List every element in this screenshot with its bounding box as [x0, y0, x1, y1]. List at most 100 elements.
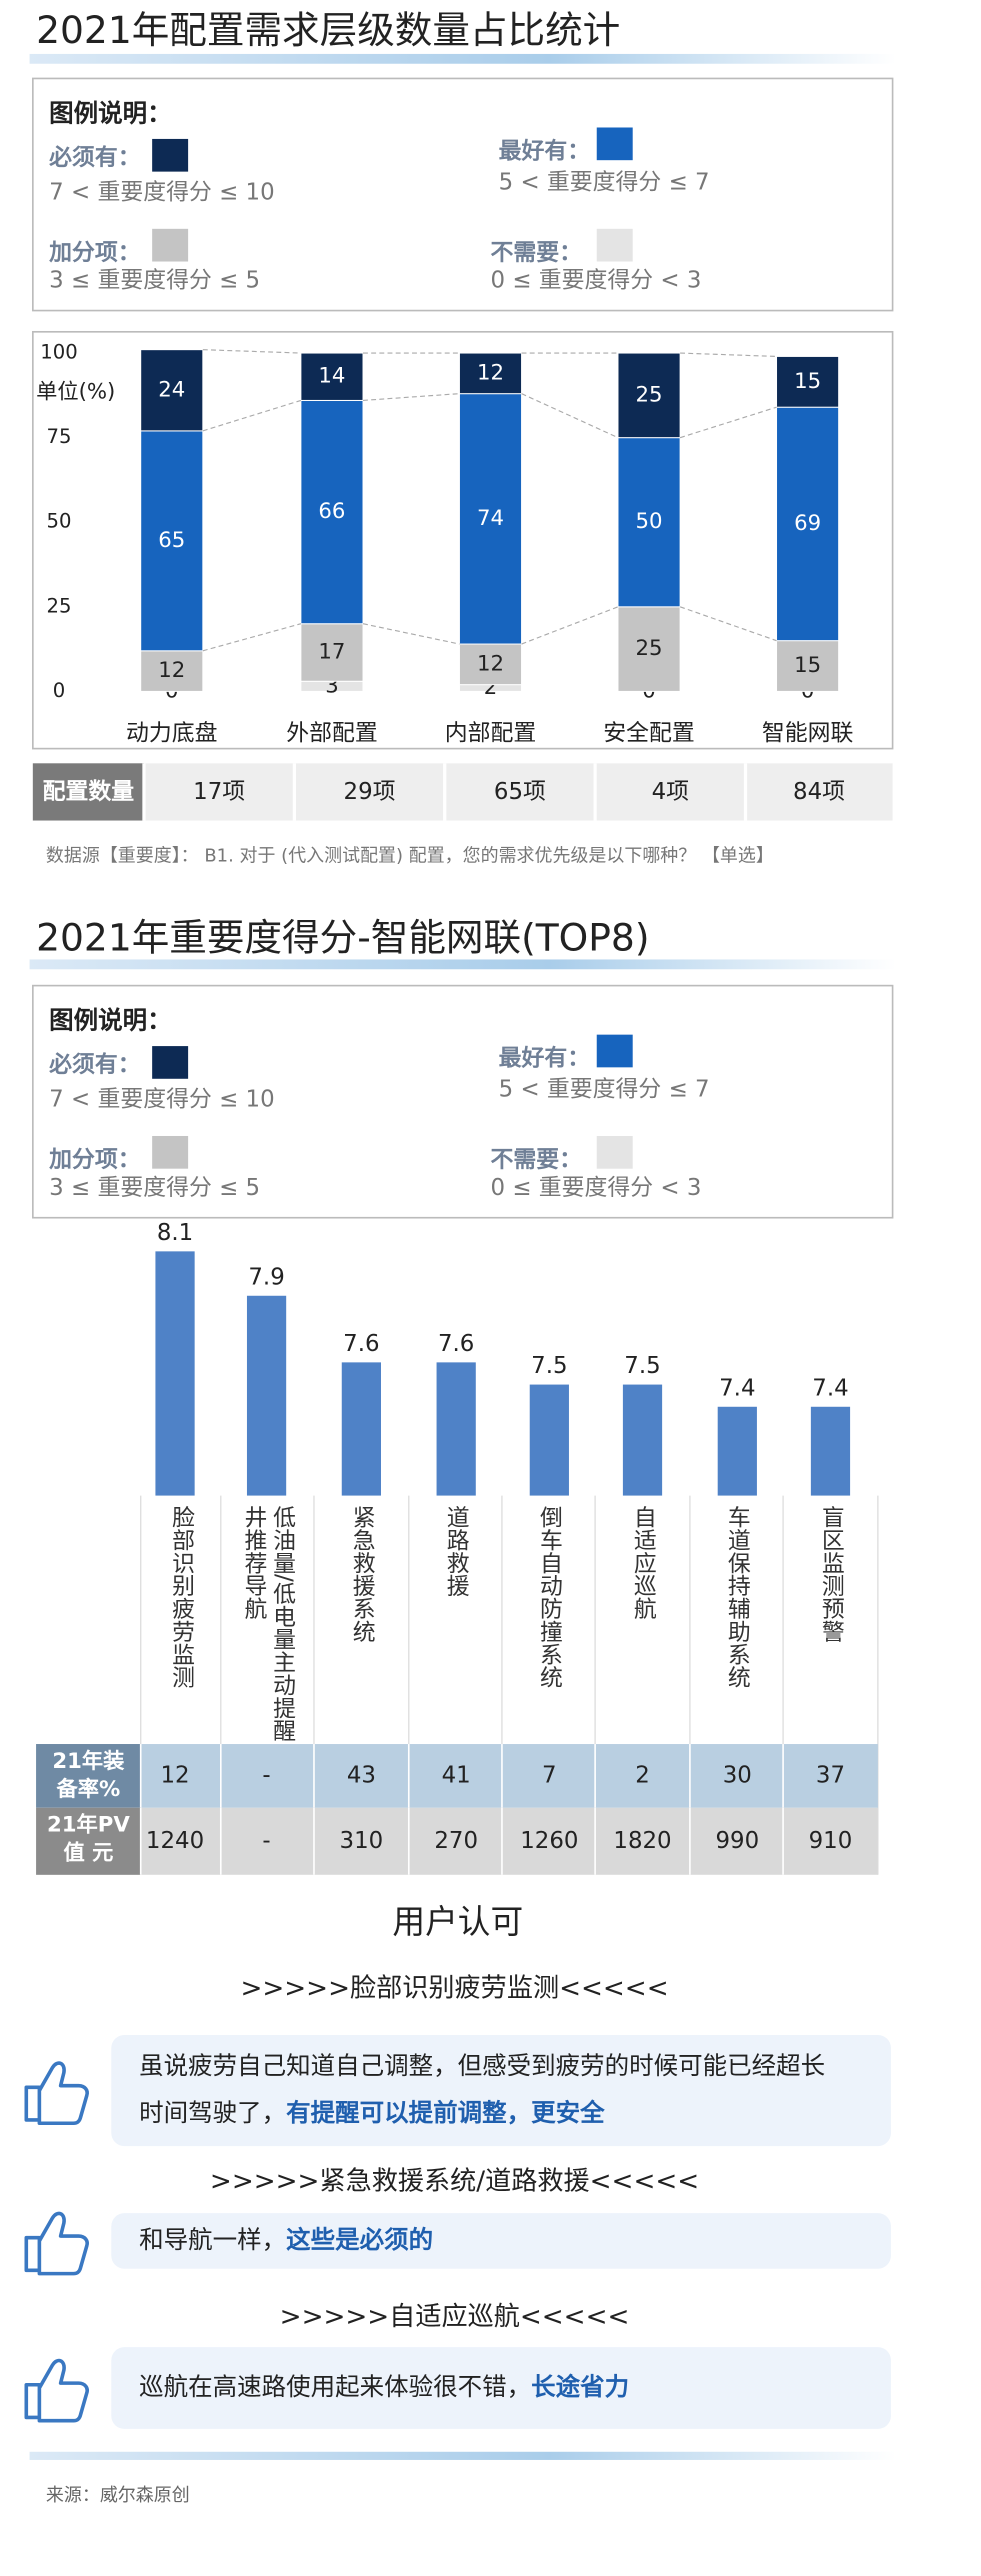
table-bg — [32, 763, 893, 821]
x-tick-label-box: 紧急救援系统 — [314, 1505, 409, 1744]
value-label: 7.9 — [248, 1264, 284, 1290]
connector — [202, 399, 302, 432]
table-header-cell — [32, 763, 144, 821]
x-tick-label: 倒车自动防撞系统 — [536, 1505, 563, 1689]
value-label: 15 — [794, 653, 821, 678]
x-tick-label: 内部配置 — [445, 720, 537, 746]
bar — [622, 1384, 663, 1496]
x-tick-label: 车道保持辅助系统 — [724, 1505, 751, 1689]
legend-label: 加分项： — [48, 1147, 141, 1173]
bar — [341, 1362, 381, 1496]
legend-swatch — [596, 228, 633, 262]
footer-line — [29, 2451, 896, 2460]
legend-label: 最好有： — [499, 138, 591, 165]
connector — [521, 606, 619, 645]
x-tick-label-box: 盲区监测预警 — [818, 1505, 845, 1643]
legend-label: 必须有： — [48, 1051, 141, 1078]
bar — [436, 1362, 476, 1496]
value-label: 24 — [158, 377, 185, 402]
quote-box — [111, 2034, 891, 2147]
table-cell: 43 — [347, 1762, 376, 1788]
table-cell: 17项 — [193, 779, 245, 805]
table-cell: 1240 — [146, 1828, 204, 1854]
title-underline — [29, 53, 896, 64]
value-label: 74 — [477, 506, 504, 531]
table-row-bg — [36, 1744, 878, 1808]
table-cell: 270 — [434, 1828, 478, 1854]
quote-line: 巡航在高速路使用起来体验很不错，长途省力 — [139, 2372, 629, 2401]
thumb-icon — [24, 2358, 89, 2423]
quote-text: 长途省力 — [531, 2372, 629, 2401]
legend-title: 图例说明： — [49, 98, 171, 127]
x-tick-label-box: 车道保持辅助系统 — [690, 1505, 783, 1744]
x-tick-label: 盲区监测预警 — [818, 1505, 845, 1643]
x-tick-wrap: 紧急救援系统 — [314, 1505, 409, 1744]
connector — [521, 393, 619, 439]
legend-range: 0 ≤ 重要度得分 < 3 — [491, 1175, 702, 1201]
chart-title: 2021年重要度得分-智能网联(TOP8) — [36, 915, 649, 959]
table-cell: 65项 — [494, 779, 546, 805]
x-tick-label: 道路救援 — [443, 1505, 470, 1597]
quote-text: 和导航一样， — [139, 2225, 286, 2254]
bar — [155, 1251, 195, 1496]
x-tick-label-box: 倒车自动防撞系统 — [536, 1505, 563, 1689]
table-cell: 910 — [809, 1828, 853, 1854]
quote-line: 和导航一样，这些是必须的 — [139, 2225, 433, 2254]
x-tick-label: 安全配置 — [603, 720, 695, 746]
value-label: 17 — [318, 639, 345, 664]
x-tick-label: 自适应巡航 — [630, 1505, 657, 1620]
legend-label: 不需要： — [491, 240, 583, 266]
legend-range: 7 < 重要度得分 ≤ 10 — [49, 1087, 274, 1113]
table-cell: 990 — [715, 1828, 759, 1854]
table-row-bg — [36, 1807, 878, 1875]
connector — [679, 406, 777, 439]
value-label: 50 — [636, 509, 663, 534]
value-label: 66 — [318, 499, 345, 524]
thumb-icon — [24, 2061, 89, 2126]
table-cell: 37 — [816, 1762, 845, 1788]
quote-text: 巡航在高速路使用起来体验很不错， — [139, 2372, 531, 2401]
legend-range: 5 < 重要度得分 ≤ 7 — [499, 170, 710, 196]
value-label: 7.6 — [343, 1331, 379, 1357]
legend-range: 5 < 重要度得分 ≤ 7 — [499, 1077, 710, 1103]
value-label: 12 — [158, 658, 185, 683]
table-cell: 310 — [340, 1828, 384, 1854]
value-label: 7.4 — [812, 1375, 848, 1401]
legend-swatch — [152, 138, 189, 172]
x-tick-wrap: 道路救援 — [409, 1505, 502, 1744]
bar — [810, 1406, 851, 1496]
source-note: 数据源【重要度】： B1. 对于 (代入测试配置) 配置，您的需求优先级是以下哪… — [46, 845, 774, 866]
x-tick-label: 脸部识别疲劳监测 — [168, 1505, 196, 1689]
legend-swatch — [596, 1034, 633, 1068]
table-cell: 1820 — [613, 1828, 671, 1854]
legend-box — [32, 984, 894, 1219]
quote-line: 虽说疲劳自己知道自己调整，但感受到疲劳的时候可能已经超长 — [139, 2051, 825, 2080]
bar — [246, 1295, 287, 1496]
value-label: 8.1 — [157, 1220, 193, 1246]
bar-segment — [776, 406, 840, 642]
legend-label: 不需要： — [491, 1147, 583, 1173]
bar-segment — [617, 606, 681, 692]
y-tick-label: 25 — [47, 594, 72, 617]
legend-swatch — [596, 127, 633, 161]
x-tick-wrap: 车道保持辅助系统 — [690, 1505, 783, 1744]
bar-segment — [776, 355, 840, 408]
table-cell: 4项 — [652, 779, 689, 805]
x-tick-wrap: 低油量/低电量主动提醒井推荐导航 — [221, 1505, 314, 1744]
table-cell: 7 — [542, 1762, 557, 1788]
y-tick-label: 100 — [40, 341, 77, 364]
value-label: 7.5 — [624, 1353, 660, 1379]
legend-box — [32, 77, 894, 312]
legend-label: 加分项： — [48, 240, 141, 266]
x-tick-label-box: 道路救援 — [409, 1505, 502, 1744]
table-cell: 41 — [442, 1762, 471, 1788]
legend-range: 3 ≤ 重要度得分 ≤ 5 — [49, 268, 260, 294]
quote-box — [111, 2347, 891, 2429]
bar-segment — [458, 393, 523, 645]
bar — [717, 1406, 757, 1496]
x-tick-label: 紧急救援系统 — [349, 1505, 376, 1643]
connector — [202, 349, 301, 354]
legend-title: 图例说明： — [49, 1006, 171, 1035]
